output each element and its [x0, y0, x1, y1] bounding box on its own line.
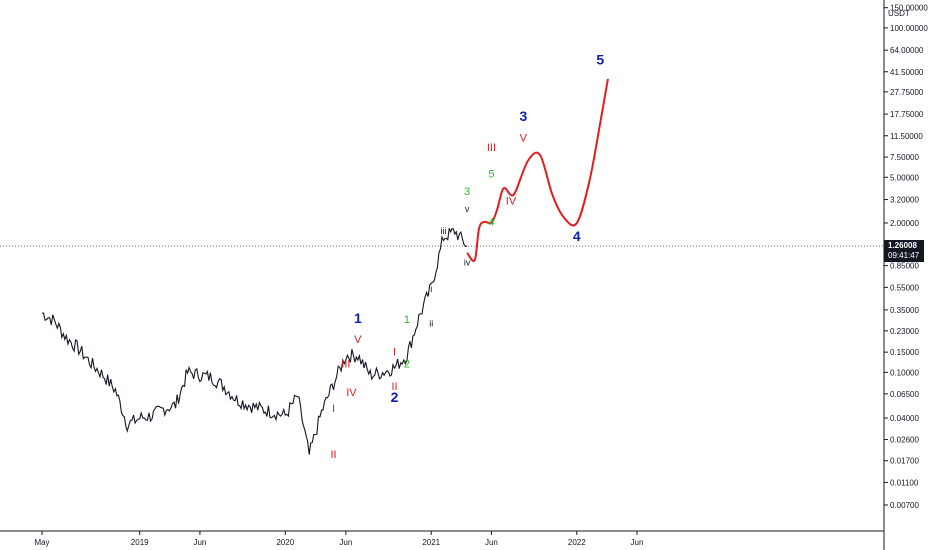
wave-label: 3	[519, 108, 527, 124]
y-tick-label: 0.35000	[890, 306, 919, 315]
y-tick-label: 7.50000	[890, 153, 919, 162]
wave-label: 2	[391, 389, 399, 405]
wave-label: II	[330, 449, 336, 461]
y-tick-label: 100.00000	[890, 24, 928, 33]
y-tick-label: 0.85000	[890, 262, 919, 271]
x-tick-label: 2019	[131, 538, 149, 547]
y-tick-label: 0.55000	[890, 283, 919, 292]
y-tick-label: 0.10000	[890, 368, 919, 377]
x-tick-label: Jun	[631, 538, 644, 547]
y-tick-label: 0.00700	[890, 501, 919, 510]
y-tick-label: 150.00000	[890, 4, 928, 13]
x-tick-label: 2020	[276, 538, 294, 547]
wave-label: III	[487, 142, 496, 154]
y-tick-label: 27.75000	[890, 88, 924, 97]
wave-label: v	[465, 204, 470, 214]
y-tick-label: 0.06500	[890, 390, 919, 399]
last-price-box	[884, 240, 924, 263]
wave-label: ii	[429, 319, 433, 329]
wave-label: II	[391, 381, 397, 393]
x-tick-label: May	[34, 538, 49, 547]
y-tick-label: 64.00000	[890, 46, 924, 55]
wave-label: 5	[596, 52, 604, 68]
currency-label: USDT	[888, 9, 910, 18]
wave-label: iv	[464, 258, 471, 268]
y-tick-label: 0.02600	[890, 436, 919, 445]
y-tick-label: 0.23000	[890, 327, 919, 336]
x-tick-label: Jun	[485, 538, 498, 547]
last-price-value: 1.26008	[888, 241, 917, 250]
wave-label: I	[393, 347, 396, 359]
y-tick-label: 2.00000	[890, 219, 919, 228]
wave-label: 5	[488, 168, 494, 180]
price-series-line	[42, 227, 468, 455]
wave-label: IV	[506, 195, 517, 207]
wave-label: V	[520, 133, 528, 145]
bar-countdown: 09:41:47	[888, 251, 920, 260]
wave-label: I	[332, 403, 335, 415]
y-tick-label: 5.00000	[890, 173, 919, 182]
wave-label: 1	[404, 314, 410, 326]
y-tick-label: 0.15000	[890, 348, 919, 357]
y-tick-label: 0.04000	[890, 414, 919, 423]
wave-label: 2	[404, 359, 410, 371]
y-tick-label: 11.50000	[890, 132, 923, 141]
x-tick-label: 2021	[422, 538, 440, 547]
wave-label: IV	[346, 387, 357, 399]
wave-label: 4	[573, 228, 581, 244]
x-tick-label: 2022	[568, 538, 586, 547]
last-price-tag: 1.26008 09:41:47	[0, 240, 924, 263]
wave-label: iii	[441, 226, 447, 236]
y-tick-label: 17.75000	[890, 110, 924, 119]
y-tick-label: 0.01100	[890, 478, 919, 487]
price-axis[interactable]: USDT 150.00000 100.00000 64.00000 41.50000 2…	[883, 0, 928, 550]
wave-label: V	[354, 334, 362, 346]
y-tick-label: 0.01700	[890, 457, 919, 466]
y-tick-label: 41.50000	[890, 68, 924, 77]
x-tick-label: Jun	[193, 538, 206, 547]
wave-label: 3	[464, 186, 470, 198]
wave-label: III	[341, 359, 350, 371]
x-tick-label: Jun	[339, 538, 352, 547]
projection-series-line	[466, 78, 609, 263]
wave-label: 1	[354, 310, 362, 326]
y-tick-label: 3.20000	[890, 196, 919, 205]
time-axis[interactable]: May 2019 Jun 2020 Jun 2021 Jun 2022 Jun	[0, 530, 884, 547]
wave-label: 4	[488, 217, 494, 229]
wave-label: i	[430, 284, 432, 294]
